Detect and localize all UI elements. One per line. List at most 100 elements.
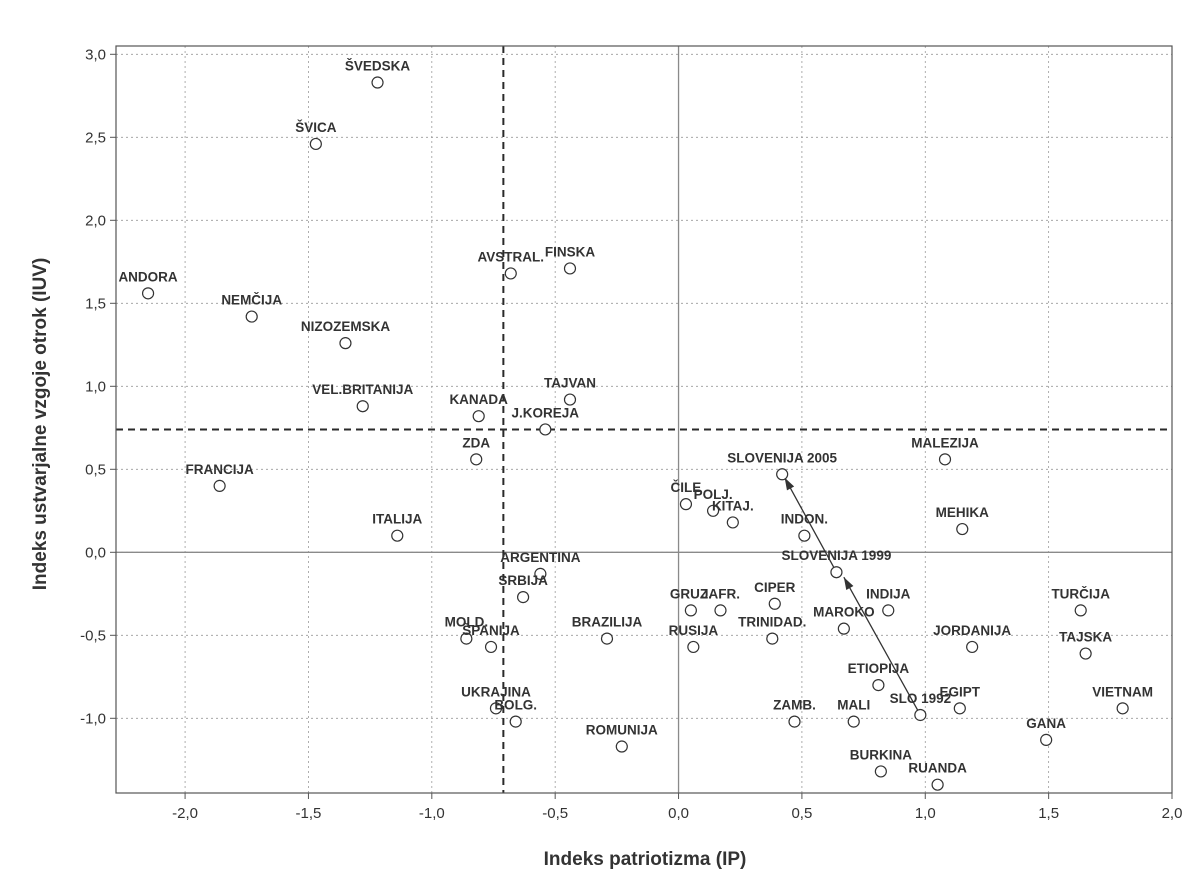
data-point <box>679 498 693 511</box>
y-tick-label: 2,0 <box>85 212 106 229</box>
point-label: ZAMB. <box>773 698 816 713</box>
data-point <box>953 702 966 715</box>
data-point <box>788 715 801 728</box>
data-point <box>391 529 404 542</box>
point-label: J.KOREJA <box>512 405 580 420</box>
data-point <box>309 137 322 151</box>
data-point <box>470 453 483 466</box>
data-point <box>563 262 577 275</box>
point-label: ITALIJA <box>372 512 422 527</box>
arrow-line <box>843 576 921 716</box>
data-point <box>914 708 927 722</box>
y-tick-label: 0,0 <box>85 544 106 561</box>
point-label: CIPER <box>754 580 796 595</box>
data-point <box>245 310 258 323</box>
data-point <box>872 678 885 692</box>
x-axis-title: Indeks patriotizma (IP) <box>544 849 747 870</box>
point-label: NIZOZEMSKA <box>301 319 390 334</box>
point-label: TRINIDAD. <box>738 615 806 630</box>
data-point <box>938 453 952 466</box>
point-label: TURČIJA <box>1051 586 1110 601</box>
point-label: BRAZILIJA <box>572 615 643 630</box>
data-point <box>1040 733 1053 746</box>
data-point <box>141 287 155 300</box>
data-point <box>768 597 781 610</box>
point-label: KITAJ. <box>712 498 754 513</box>
data-point <box>371 76 384 89</box>
point-label: ROMUNIJA <box>586 723 658 738</box>
data-point <box>539 423 552 436</box>
x-tick-label: 0,0 <box>668 805 689 822</box>
plot-frame <box>115 45 1173 794</box>
point-label: SRBIJA <box>498 573 548 588</box>
point-label: RUSIJA <box>669 623 719 638</box>
x-axis-ticks: -2,0 -1,5 -1,0 -0,5 0,0 0,5 1,0 1,5 2,0 <box>172 793 1182 822</box>
y-axis-title: Indeks ustvarjalne vzgoje otrok (IUV) <box>30 258 51 591</box>
point-label: TAJSKA <box>1059 630 1112 645</box>
point-label: RUANDA <box>908 761 967 776</box>
x-tick-label: -1,5 <box>296 805 322 822</box>
arrow-head <box>784 477 795 491</box>
data-point <box>687 640 700 654</box>
point-label: JORDANIJA <box>933 623 1011 638</box>
point-label: MAROKO <box>813 605 875 620</box>
point-label: MEHIKA <box>936 505 989 520</box>
x-tick-label: -2,0 <box>172 805 198 822</box>
point-label: FRANCIJA <box>185 462 254 477</box>
arrow-line <box>784 477 838 573</box>
grid <box>116 46 1173 793</box>
top-mask <box>420 0 792 34</box>
y-tick-label: 1,5 <box>85 295 106 312</box>
data-point <box>504 267 517 280</box>
point-label: FINSKA <box>545 244 596 259</box>
data-point <box>1079 647 1092 660</box>
data-point <box>615 740 628 753</box>
data-point <box>956 522 969 536</box>
point-label: TAJVAN <box>544 376 596 391</box>
data-point <box>600 632 614 645</box>
data-point <box>714 604 727 617</box>
point-label: NEMČIJA <box>221 293 282 308</box>
point-label: BURKINA <box>850 747 912 762</box>
data-point <box>472 410 485 423</box>
data-point <box>213 479 226 492</box>
data-point <box>798 529 811 542</box>
data-point <box>534 567 547 580</box>
point-label: ČILE <box>671 480 702 495</box>
point-label: SLO 1992 <box>890 691 952 706</box>
y-tick-label: 1,0 <box>85 378 106 395</box>
x-tick-label: 0,5 <box>791 805 812 822</box>
data-point <box>1074 604 1087 617</box>
point-label: ŠVICA <box>295 120 337 135</box>
data-point <box>356 400 369 413</box>
data-point <box>766 632 779 645</box>
data-point <box>966 640 979 654</box>
point-label: ETIOPIJA <box>848 661 910 676</box>
data-point <box>874 765 887 778</box>
point-label: VEL.BRITANIJA <box>312 382 413 397</box>
data-point <box>339 337 352 350</box>
x-tick-label: 2,0 <box>1162 805 1183 822</box>
x-tick-label: 1,0 <box>915 805 936 822</box>
point-label: MALI <box>837 698 870 713</box>
arrow-head <box>843 577 854 590</box>
data-point <box>726 516 739 529</box>
data-point <box>931 778 944 791</box>
data-point <box>706 504 720 517</box>
y-axis-ticks: -1,0 -0,5 0,0 0,5 1,0 1,5 2,0 2,5 3,0 <box>80 46 116 727</box>
y-tick-label: 0,5 <box>85 461 106 478</box>
data-point <box>563 393 577 406</box>
reference-lines <box>116 46 1172 793</box>
x-tick-label: -0,5 <box>542 805 568 822</box>
point-label: ARGENTINA <box>500 550 580 565</box>
point-label: SLOVENIJA 1999 <box>782 548 892 563</box>
data-point <box>837 622 850 635</box>
data-point <box>847 715 860 728</box>
point-label: ŠPANIJA <box>462 623 520 638</box>
y-tick-label: 2,5 <box>85 129 106 146</box>
point-label: MOLD. <box>445 615 489 630</box>
point-label: SLOVENIJA 2005 <box>727 450 837 465</box>
point-label: BOLG. <box>494 698 537 713</box>
